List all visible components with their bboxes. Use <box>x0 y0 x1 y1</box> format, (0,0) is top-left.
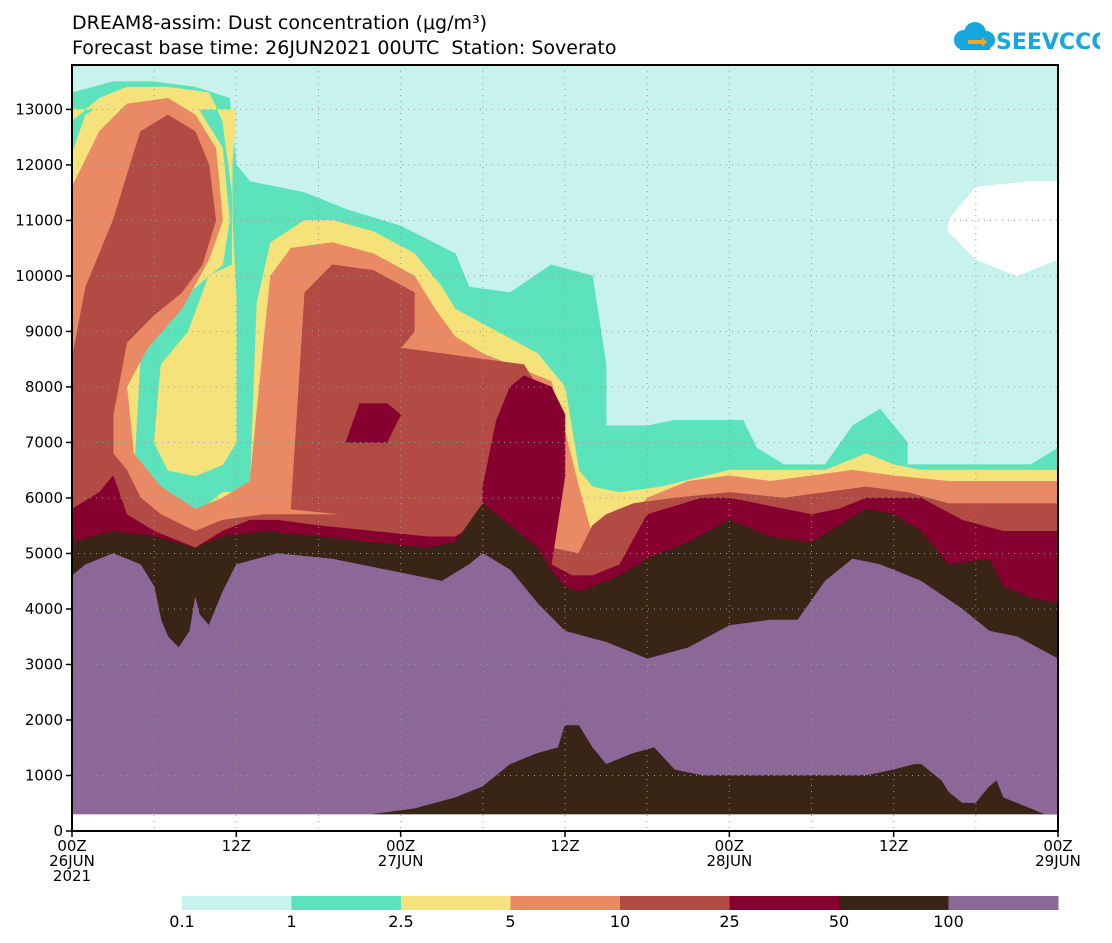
y-tick-label: 0 <box>53 822 63 840</box>
legend-label: 2.5 <box>388 912 413 931</box>
contour-region-25-8 <box>345 403 402 443</box>
y-tick-label: 10000 <box>15 267 63 285</box>
legend-swatch-2.5 <box>401 896 511 910</box>
legend-swatch-25 <box>729 896 840 910</box>
x-tick-label: 00Z <box>57 837 86 855</box>
grid-lines <box>72 65 1058 831</box>
y-tick-label: 12000 <box>15 156 63 174</box>
x-tick-label: 00Z <box>1043 837 1072 855</box>
seevccc-logo: SEEVCCC <box>954 22 1100 55</box>
legend-label: 1 <box>286 912 296 931</box>
chart-subtitle: Forecast base time: 26JUN2021 00UTC Stat… <box>72 37 617 59</box>
legend-swatch-100 <box>948 896 1059 910</box>
x-tick-label: 29JUN <box>1035 852 1081 870</box>
y-tick-label: 13000 <box>15 100 63 118</box>
legend-swatch-10 <box>620 896 730 910</box>
y-tick-label: 3000 <box>25 655 63 673</box>
legend-swatch-0.1 <box>182 896 292 910</box>
contour-region-2.5-3 <box>71 86 237 477</box>
x-tick-label: 00Z <box>715 837 744 855</box>
x-tick-label: 12Z <box>222 837 251 855</box>
x-tick-label: 00Z <box>386 837 415 855</box>
y-tick-label: 8000 <box>25 378 63 396</box>
legend-label: 5 <box>505 912 515 931</box>
x-tick-label: 2021 <box>53 867 91 885</box>
legend-label: 50 <box>829 912 849 931</box>
legend-label: 100 <box>933 912 964 931</box>
y-tick-label: 4000 <box>25 600 63 618</box>
x-tick-label: 27JUN <box>378 852 424 870</box>
x-tick-label: 12Z <box>879 837 908 855</box>
y-tick-label: 9000 <box>25 322 63 340</box>
x-tick-label: 12Z <box>550 837 579 855</box>
legend-label: 25 <box>719 912 739 931</box>
legend-swatch-5 <box>510 896 621 910</box>
legend-label: 10 <box>610 912 630 931</box>
chart-title: DREAM8-assim: Dust concentration (μg/m³) <box>72 12 488 34</box>
y-tick-label: 5000 <box>25 544 63 562</box>
y-tick-label: 11000 <box>15 211 63 229</box>
legend-label: 0.1 <box>169 912 194 931</box>
x-tick-label: 26JUN <box>49 852 95 870</box>
y-tick-label: 2000 <box>25 711 63 729</box>
y-tick-label: 1000 <box>25 766 63 784</box>
legend-swatch-1 <box>291 896 402 910</box>
contour-region-50-11 <box>372 725 1059 815</box>
logo-text: SEEVCCC <box>996 30 1100 55</box>
legend-swatch-50 <box>839 896 949 910</box>
y-tick-label: 6000 <box>25 489 63 507</box>
axis-ticks: 0 1000 2000 3000 4000 5000 6000 7000 8000 9000 100… <box>15 100 1081 885</box>
x-tick-label: 28JUN <box>706 852 752 870</box>
y-tick-label: 7000 <box>25 433 63 451</box>
cloud-icon <box>954 22 995 50</box>
ground-band <box>72 814 1058 831</box>
color-legend: 0.1 1 2.5 5 10 25 50 100 <box>169 896 1059 931</box>
